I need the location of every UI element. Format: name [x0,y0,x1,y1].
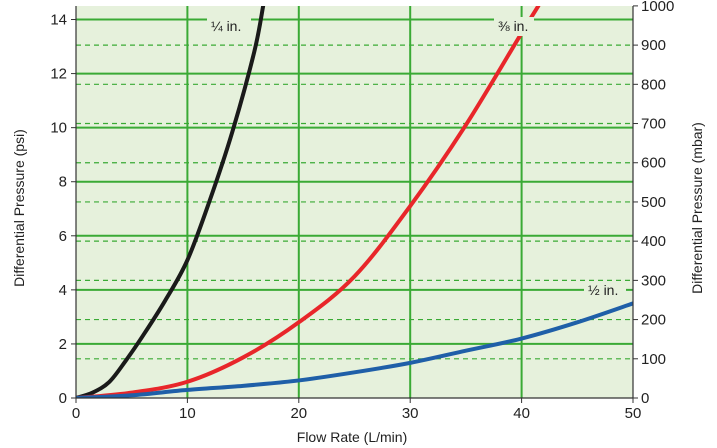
y-tick-label: 0 [59,390,67,407]
y2-axis-title: Differential Pressure (mbar) [689,122,705,294]
series-label-bg [584,281,626,300]
x-tick-label: 50 [625,405,642,422]
x-tick-label: 0 [72,405,80,422]
series-lines [76,6,633,398]
y2-tick-label: 0 [641,390,649,407]
y-tick-label: 6 [59,228,67,245]
y2-tick-label: 400 [641,233,666,250]
y-axis-title: Differential Pressure (psi) [11,129,27,287]
x-tick-label: 20 [290,405,307,422]
series-label-bg [494,17,534,36]
y2-tick-label: 200 [641,312,666,329]
y-tick-label: 2 [59,336,67,353]
axes: 0 10 20 30 40 5002468101214010020030040050060… [50,0,674,422]
y-tick-label: 14 [50,12,67,29]
y-tick-label: 8 [59,174,67,191]
series-line-0 [76,6,266,398]
y2-tick-label: 600 [641,155,666,172]
y2-tick-label: 900 [641,37,666,54]
x-tick-label: 40 [513,405,530,422]
x-axis-title: Flow Rate (L/min) [297,429,407,445]
series-label: ⅜ in. [498,18,528,34]
series-line-1 [76,6,541,398]
series-label: ½ in. [588,282,618,298]
y2-tick-label: 800 [641,76,666,93]
series-label: ¼ in. [211,18,241,34]
y2-tick-label: 700 [641,116,666,133]
y2-tick-label: 100 [641,351,666,368]
series-label-bg [207,17,251,36]
y-tick-label: 10 [50,120,67,137]
y2-tick-label: 1000 [641,0,674,15]
y2-tick-label: 300 [641,272,666,289]
series-labels: ¼ in. ⅜ in. ½ in. [207,17,626,300]
x-tick-label: 10 [179,405,196,422]
grid [76,6,633,398]
y-tick-label: 12 [50,66,67,83]
x-tick-label: 30 [402,405,419,422]
y-tick-label: 4 [59,282,67,299]
y2-tick-label: 500 [641,194,666,211]
series-line-2 [76,301,633,398]
